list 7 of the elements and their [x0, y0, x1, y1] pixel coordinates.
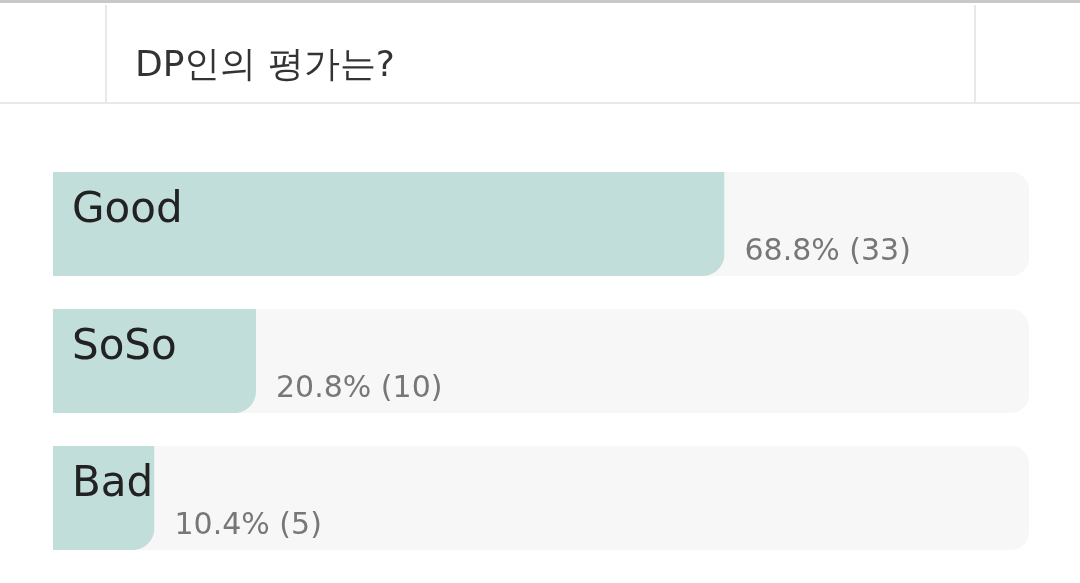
data-label: 10.4% (5)	[174, 505, 322, 541]
data-label: 20.8% (10)	[276, 369, 443, 404]
data-label: 68.8% (33)	[744, 232, 911, 268]
y-tick-label: Bad	[72, 456, 154, 506]
y-tick-label: Good	[72, 183, 183, 233]
y-tick-label: SoSo	[72, 320, 177, 369]
chart-title: DP인의 평가는?	[135, 43, 395, 84]
